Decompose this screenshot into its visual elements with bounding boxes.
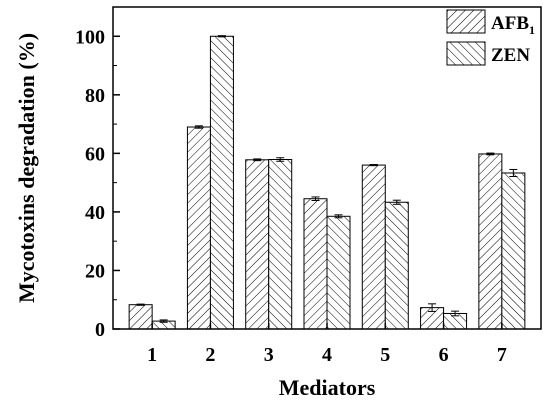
- error-bar-afb1-5: [369, 163, 378, 167]
- bar-zen-7: [501, 172, 526, 330]
- y-tick-label: 0: [95, 319, 105, 341]
- bar-afb1-2: [186, 126, 211, 330]
- x-axis-title: Mediators: [279, 375, 376, 400]
- error-bar-zen-5: [392, 199, 401, 205]
- x-tick-label: 3: [264, 344, 274, 366]
- error-bar-afb1-7: [486, 152, 495, 156]
- bar-afb1-4: [303, 198, 328, 330]
- error-bar-zen-6: [451, 310, 460, 317]
- legend-swatch: [446, 41, 486, 66]
- x-axis-ticks: 1 2 3 4 5 6 7: [147, 323, 507, 366]
- error-bar-afb1-1: [136, 303, 145, 306]
- y-tick-label: 80: [85, 85, 105, 107]
- legend-swatch: [446, 9, 486, 34]
- bar-afb1-5: [361, 164, 386, 330]
- legend-label: ZEN: [491, 45, 530, 66]
- bar-afb1-1: [128, 304, 153, 330]
- x-tick-label: 4: [322, 344, 332, 366]
- error-bar-zen-1: [159, 319, 168, 323]
- legend-label-subscript: 1: [529, 23, 535, 37]
- bar-afb1-3: [245, 159, 270, 330]
- y-tick-label: 60: [85, 143, 105, 165]
- error-bar-afb1-2: [194, 125, 203, 129]
- legend-label: AFB1: [491, 13, 535, 37]
- legend-item-afb1: AFB1: [446, 9, 535, 37]
- bar-afb1-7: [478, 153, 503, 330]
- x-tick-label: 6: [439, 344, 449, 366]
- x-tick-label: 5: [380, 344, 390, 366]
- bars-group: [128, 35, 526, 330]
- legend: AFB1 ZEN: [446, 9, 535, 66]
- error-bar-afb1-6: [428, 303, 437, 312]
- error-bars-group: [136, 35, 518, 323]
- x-tick-label: 1: [147, 344, 157, 366]
- bar-zen-2: [209, 35, 234, 330]
- error-bar-afb1-4: [311, 196, 320, 201]
- error-bar-zen-2: [217, 35, 226, 38]
- bar-zen-3: [268, 159, 293, 330]
- bar-zen-4: [326, 215, 351, 330]
- y-tick-label: 100: [75, 26, 105, 48]
- y-axis-title: Mycotoxins degradation (%): [14, 33, 39, 303]
- y-tick-label: 40: [85, 202, 105, 224]
- bar-zen-5: [384, 201, 409, 330]
- legend-item-zen: ZEN: [446, 41, 530, 66]
- x-tick-label: 7: [497, 344, 507, 366]
- error-bar-zen-3: [276, 157, 285, 162]
- error-bar-afb1-3: [253, 158, 262, 162]
- y-axis-ticks: 0 20 40 60 80 100: [75, 26, 120, 341]
- x-tick-label: 2: [205, 344, 215, 366]
- error-bar-zen-4: [334, 214, 343, 219]
- error-bar-zen-7: [509, 168, 518, 177]
- y-tick-label: 20: [85, 260, 105, 282]
